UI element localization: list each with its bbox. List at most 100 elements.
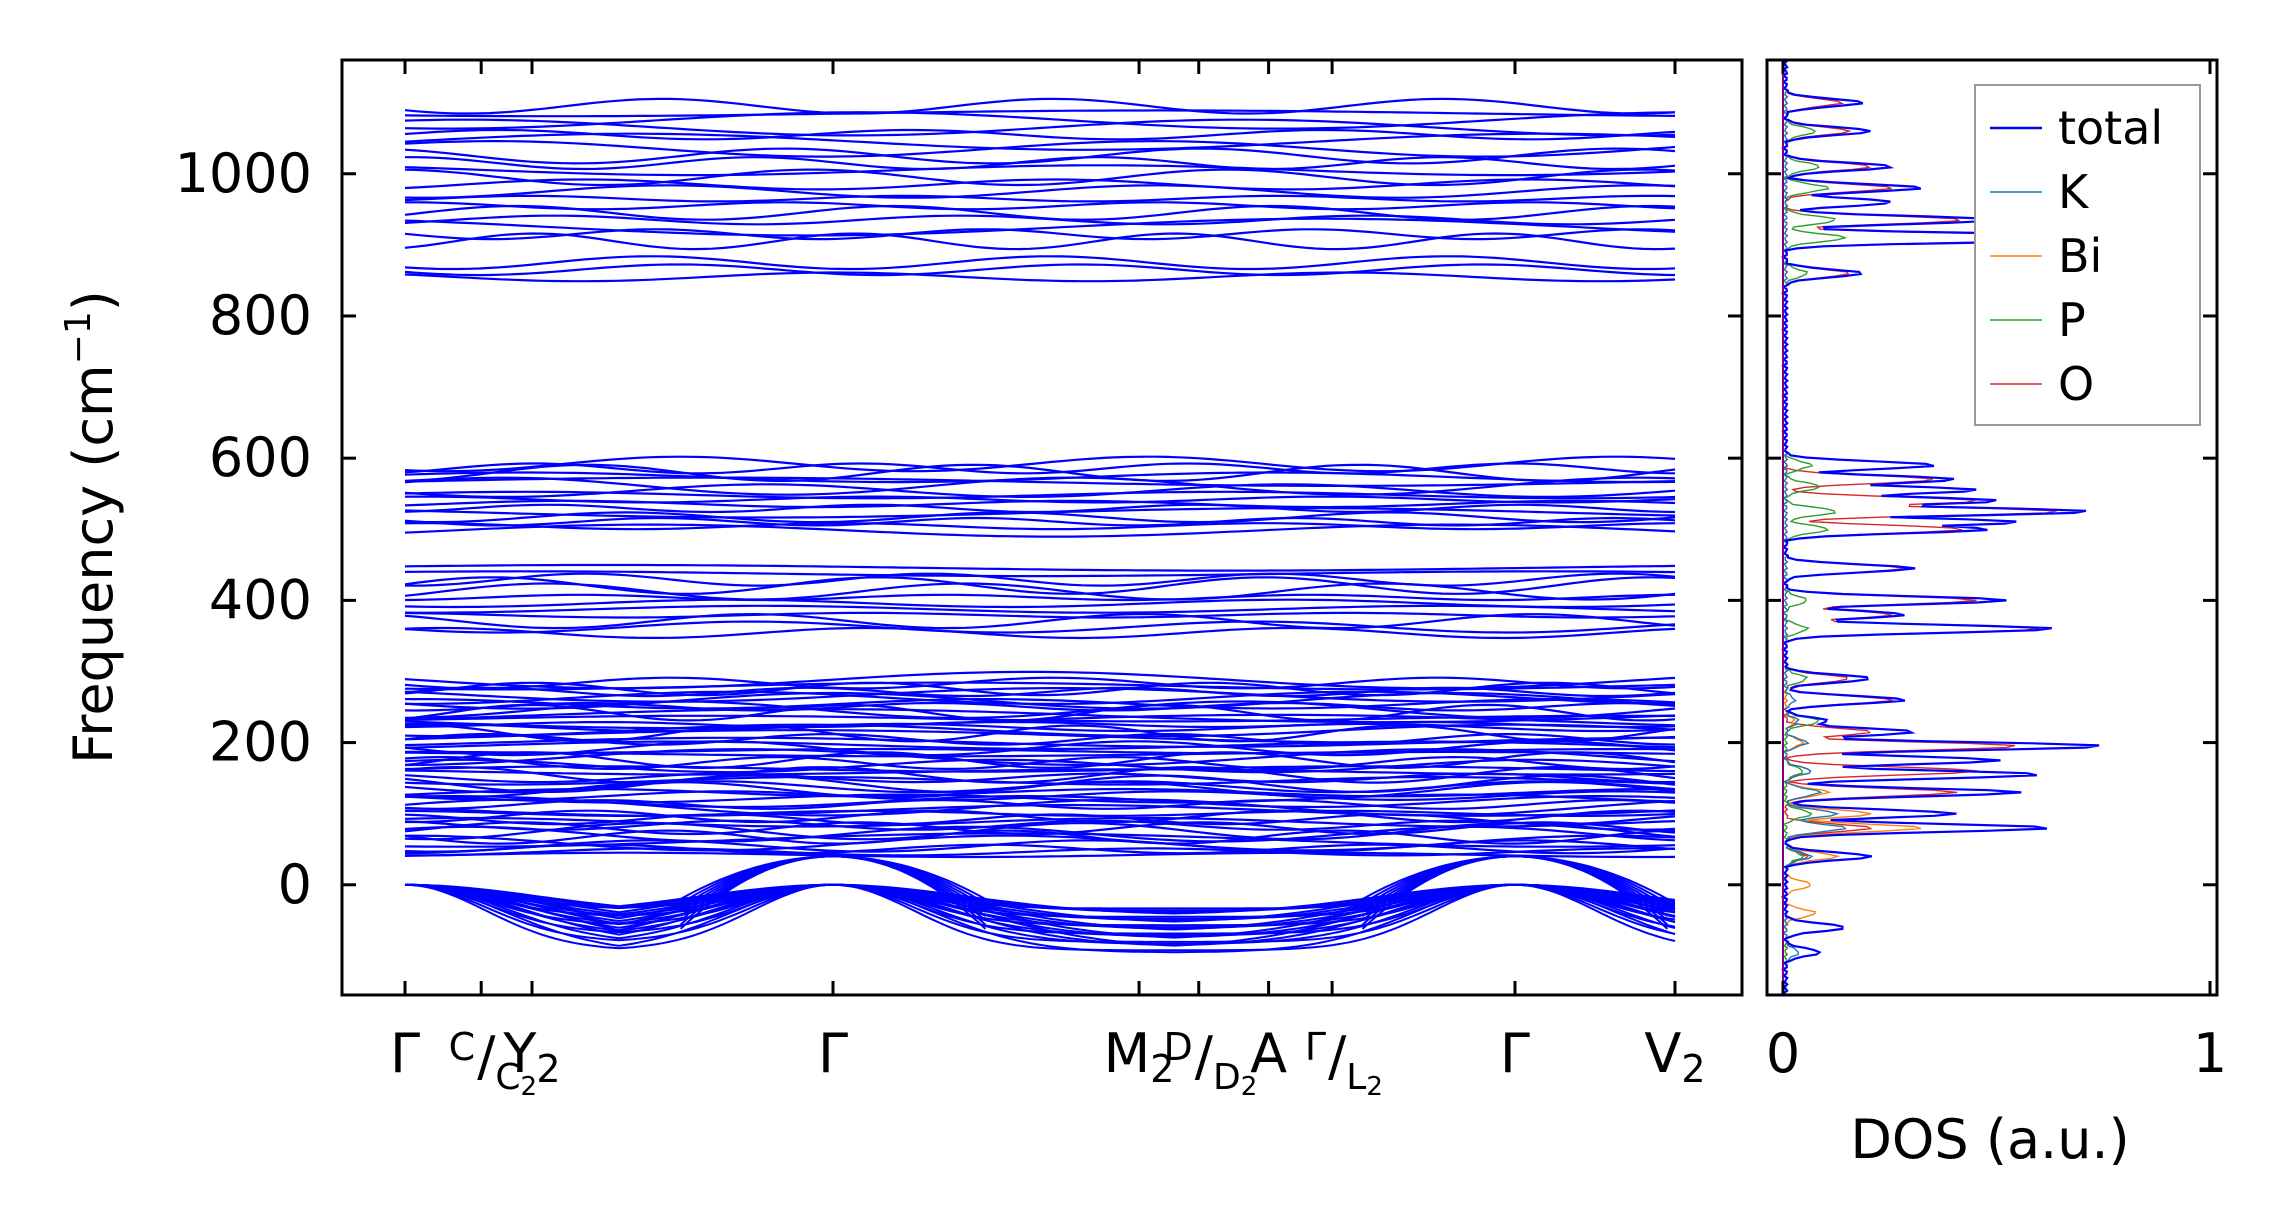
dos-x-axis-title: DOS (a.u.) [1850, 1108, 2129, 1171]
acoustic-band-line [405, 883, 833, 908]
acoustic-band-line [404, 883, 834, 932]
band-line [404, 787, 1676, 798]
band-line [404, 128, 1676, 141]
band-line [404, 758, 1676, 774]
band-line [404, 462, 1676, 475]
dos-panel-frame [1765, 58, 2219, 997]
band-line [405, 847, 1676, 857]
legend-label: Bi [2058, 229, 2102, 283]
high-symmetry-label: V2 [1644, 1022, 1705, 1091]
acoustic-band-line [832, 883, 1333, 947]
acoustic-band-line [404, 883, 834, 936]
acoustic-band-line [404, 883, 834, 942]
band-line [404, 670, 1676, 690]
y-tick-label: 800 [209, 284, 312, 347]
band-line [404, 471, 1676, 484]
band-line [404, 732, 1676, 746]
band-line [404, 184, 1676, 199]
band-line [404, 729, 1676, 744]
band-line [404, 768, 1676, 776]
band-line [404, 255, 1676, 271]
band-line [404, 194, 1676, 203]
band-line [404, 740, 1676, 757]
band-line [404, 111, 1676, 130]
dos-y-ticks [1767, 172, 2217, 887]
y-axis-ticks: 0 200 400 600 800 1000 [175, 142, 1742, 916]
band-line [404, 774, 1676, 794]
high-symmetry-label: /L2 [1328, 1025, 1383, 1102]
band-line [404, 582, 1676, 601]
acoustic-band-line [832, 883, 1333, 939]
band-line [404, 701, 1676, 712]
band-line [404, 620, 1676, 634]
high-symmetry-label: C [449, 1025, 476, 1069]
band-line [404, 751, 1676, 770]
high-symmetry-label: D [1163, 1025, 1192, 1069]
band-line [404, 522, 1676, 531]
band-line [404, 703, 1676, 722]
y-tick-label: 0 [278, 853, 312, 916]
dos-x-tick-label: 0 [1766, 1022, 1800, 1085]
band-line [404, 724, 1676, 743]
band-line [404, 263, 1676, 277]
optical-hump-line [679, 855, 987, 930]
high-symmetry-label: /C2 [477, 1025, 537, 1102]
x-axis-ticks [403, 60, 1677, 995]
band-line [405, 834, 1676, 852]
band-line [404, 204, 1676, 221]
band-line [404, 765, 1676, 784]
band-line [404, 790, 1676, 802]
y-tick-label: 200 [209, 711, 312, 774]
high-symmetry-label: Γ [1305, 1025, 1326, 1069]
dos-series-k [1781, 60, 1847, 995]
band-line [404, 109, 1676, 118]
acoustic-band-line [405, 883, 833, 914]
high-symmetry-label: A [1250, 1022, 1287, 1085]
band-line [405, 201, 1676, 211]
acoustic-band-line [832, 883, 1333, 923]
band-line [404, 178, 1676, 191]
band-line [404, 503, 1676, 514]
optical-hump-line [1361, 855, 1669, 930]
band-line [404, 765, 1676, 773]
legend-label: P [2058, 293, 2086, 347]
band-line [404, 799, 1676, 810]
band-line [404, 563, 1676, 572]
band-line [404, 747, 1676, 755]
band-line [404, 139, 1676, 158]
band-line [404, 516, 1676, 527]
acoustic-band-line [832, 883, 1333, 947]
band-line [404, 626, 1676, 640]
band-line [404, 829, 1676, 845]
dos-x-tick-label: 1 [2193, 1022, 2227, 1085]
legend-label: K [2058, 165, 2090, 219]
band-line [404, 687, 1676, 703]
band-line [404, 168, 1676, 187]
band-line [404, 455, 1676, 473]
band-panel-frame [340, 58, 1744, 997]
band-line [404, 593, 1676, 602]
legend-label: total [2058, 101, 2163, 155]
band-lines [404, 97, 1676, 954]
acoustic-band-line [404, 883, 834, 947]
acoustic-band-line [1331, 883, 1676, 942]
band-line [404, 463, 1676, 483]
legend-box [1974, 84, 2201, 426]
band-line [405, 809, 1676, 824]
band-line [404, 572, 1676, 587]
dos-series-total [1780, 60, 2200, 995]
high-symmetry-label: M2 [1104, 1022, 1175, 1091]
band-line [404, 819, 1676, 831]
band-line [404, 821, 1676, 841]
acoustic-band-line [404, 883, 834, 940]
band-line [404, 611, 1676, 619]
band-line [404, 118, 1676, 137]
y-axis-title: Frequency (cm−1) [58, 290, 125, 764]
band-line [405, 156, 1676, 171]
legend-label: O [2058, 357, 2094, 411]
band-line [404, 612, 1676, 630]
